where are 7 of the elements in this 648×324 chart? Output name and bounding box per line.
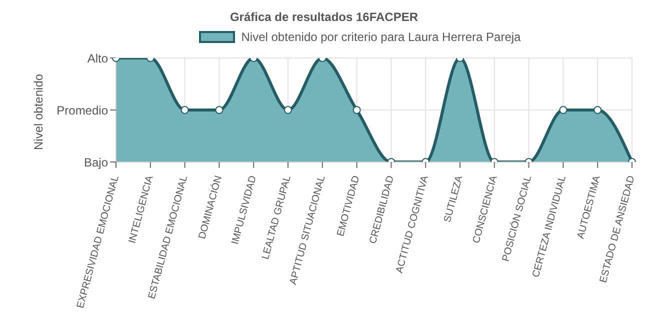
chart-title: Gráfica de resultados 16FACPER [228,9,420,26]
y-axis-title: Nivel obtenido [31,74,46,150]
x-tick-label: LEALTAD GRUPAL [260,174,294,261]
legend-label: Nivel obtenido por criterio para Laura Herrera Pareja [240,30,521,44]
category-label: Promedio [56,103,108,118]
category-label: Bajo [84,155,108,170]
category-label: Alto [87,51,108,66]
